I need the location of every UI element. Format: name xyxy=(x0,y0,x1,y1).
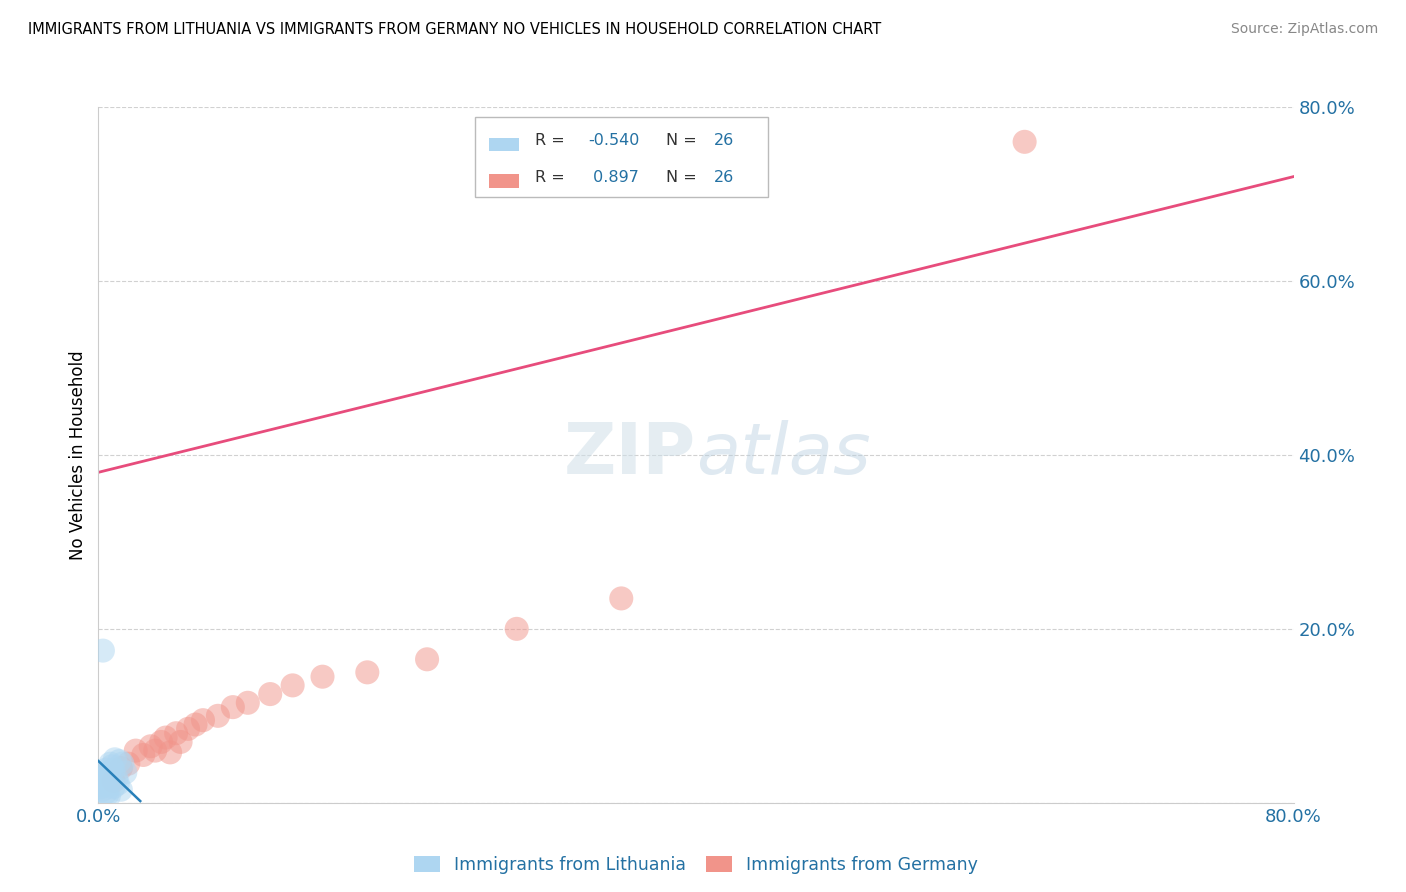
Point xyxy=(416,652,439,666)
Point xyxy=(150,735,173,749)
Text: ZIP: ZIP xyxy=(564,420,696,490)
Point xyxy=(94,763,117,777)
FancyBboxPatch shape xyxy=(475,118,768,197)
Point xyxy=(103,780,125,794)
Point xyxy=(114,765,136,780)
Point xyxy=(89,777,111,791)
Bar xyxy=(489,137,519,152)
Point xyxy=(111,756,134,771)
Point xyxy=(356,665,378,680)
Point xyxy=(610,591,633,606)
Point xyxy=(91,643,114,657)
Point xyxy=(169,735,191,749)
Point xyxy=(96,770,118,784)
Point xyxy=(98,774,122,789)
Legend: Immigrants from Lithuania, Immigrants from Germany: Immigrants from Lithuania, Immigrants fr… xyxy=(413,856,979,874)
Text: R =: R = xyxy=(534,134,564,148)
Text: N =: N = xyxy=(666,170,697,186)
Point xyxy=(191,713,214,727)
Point xyxy=(311,670,333,684)
Point xyxy=(93,778,115,792)
Point xyxy=(107,777,129,791)
Point xyxy=(98,756,122,771)
Text: R =: R = xyxy=(534,170,564,186)
Text: atlas: atlas xyxy=(696,420,870,490)
Point xyxy=(108,754,131,768)
Text: 26: 26 xyxy=(714,134,734,148)
Point xyxy=(143,744,166,758)
Point xyxy=(90,772,112,786)
Point xyxy=(165,726,187,740)
Point xyxy=(101,759,124,773)
Point xyxy=(97,789,120,803)
Point xyxy=(97,765,120,780)
Point xyxy=(207,708,229,723)
Point xyxy=(93,768,115,782)
Point xyxy=(259,687,281,701)
Point xyxy=(103,774,125,789)
Point xyxy=(91,782,114,797)
Text: 0.897: 0.897 xyxy=(589,170,640,186)
Point xyxy=(125,744,148,758)
Point xyxy=(139,739,162,754)
Point xyxy=(506,622,529,636)
Point xyxy=(155,731,177,745)
Point xyxy=(91,774,114,789)
Text: Source: ZipAtlas.com: Source: ZipAtlas.com xyxy=(1230,22,1378,37)
Point xyxy=(177,722,200,736)
Point xyxy=(1014,135,1036,149)
Text: IMMIGRANTS FROM LITHUANIA VS IMMIGRANTS FROM GERMANY NO VEHICLES IN HOUSEHOLD CO: IMMIGRANTS FROM LITHUANIA VS IMMIGRANTS … xyxy=(28,22,882,37)
Point xyxy=(104,752,127,766)
Point xyxy=(103,763,125,777)
Point xyxy=(159,745,181,759)
Point xyxy=(236,696,259,710)
Bar xyxy=(489,174,519,188)
Point xyxy=(96,787,118,801)
Point xyxy=(90,780,112,794)
Point xyxy=(105,772,128,786)
Point xyxy=(110,782,132,797)
Y-axis label: No Vehicles in Household: No Vehicles in Household xyxy=(69,350,87,560)
Point xyxy=(184,717,207,731)
Point xyxy=(222,700,245,714)
Point xyxy=(132,747,155,762)
Point xyxy=(94,785,117,799)
Text: N =: N = xyxy=(666,134,697,148)
Point xyxy=(281,678,304,692)
Point xyxy=(117,756,139,771)
Point xyxy=(110,761,132,775)
Text: -0.540: -0.540 xyxy=(589,134,640,148)
Text: 26: 26 xyxy=(714,170,734,186)
